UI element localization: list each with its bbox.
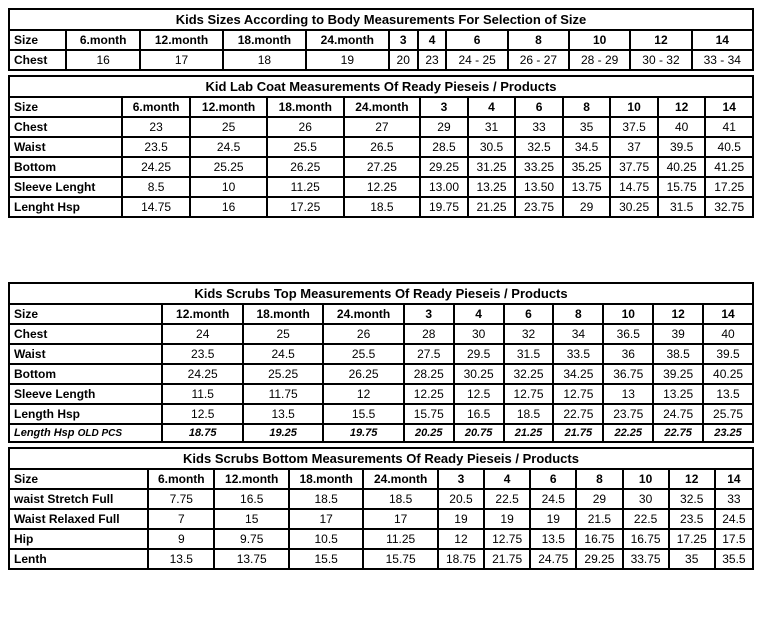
table-row: Sleeve Lenght8.51011.2512.2513.0013.2513… — [9, 177, 753, 197]
table-row: Lenght Hsp14.751617.2518.519.7521.2523.7… — [9, 197, 753, 217]
table-row: Bottom24.2525.2526.2528.2530.2532.2534.2… — [9, 364, 753, 384]
table-scrubs-bottom: Kids Scrubs Bottom Measurements Of Ready… — [8, 447, 754, 570]
table4-header: Size 6.month 12.month 18.month 24.month … — [9, 469, 753, 489]
table-row: Bottom24.2525.2526.2527.2529.2531.2533.2… — [9, 157, 753, 177]
table2-title: Kid Lab Coat Measurements Of Ready Piese… — [9, 76, 753, 97]
table1-title: Kids Sizes According to Body Measurement… — [9, 9, 753, 30]
table-row: Hip99.7510.511.251212.7513.516.7516.7517… — [9, 529, 753, 549]
table1-header: Size 6.month 12.month 18.month 24.month … — [9, 30, 753, 50]
table-row: Lenth13.513.7515.515.7518.7521.7524.7529… — [9, 549, 753, 569]
table-scrubs-top: Kids Scrubs Top Measurements Of Ready Pi… — [8, 282, 754, 443]
table-row: Chest2425262830323436.53940 — [9, 324, 753, 344]
table-row: Waist23.524.525.527.529.531.533.53638.53… — [9, 344, 753, 364]
table-row: Waist Relaxed Full715171719191921.522.52… — [9, 509, 753, 529]
table-row: Chest232526272931333537.54041 — [9, 117, 753, 137]
table-body-measurements: Kids Sizes According to Body Measurement… — [8, 8, 754, 71]
table4-title: Kids Scrubs Bottom Measurements Of Ready… — [9, 448, 753, 469]
table-row: Length Hsp12.513.515.515.7516.518.522.75… — [9, 404, 753, 424]
table-row: Waist23.524.525.526.528.530.532.534.5373… — [9, 137, 753, 157]
table-row: waist Stretch Full7.7516.518.518.520.522… — [9, 489, 753, 509]
table-lab-coat: Kid Lab Coat Measurements Of Ready Piese… — [8, 75, 754, 218]
table3-title: Kids Scrubs Top Measurements Of Ready Pi… — [9, 283, 753, 304]
table2-header: Size 6.month 12.month 18.month 24.month … — [9, 97, 753, 117]
oldpcs-row: Length Hsp OLD PCS 18.75 19.25 19.75 20.… — [9, 424, 753, 442]
table3-header: Size 12.month 18.month 24.month 3 4 6 8 … — [9, 304, 753, 324]
table-row: Chest 16 17 18 19 20 23 24 - 25 26 - 27 … — [9, 50, 753, 70]
table-row: Sleeve Length11.511.751212.2512.512.7512… — [9, 384, 753, 404]
